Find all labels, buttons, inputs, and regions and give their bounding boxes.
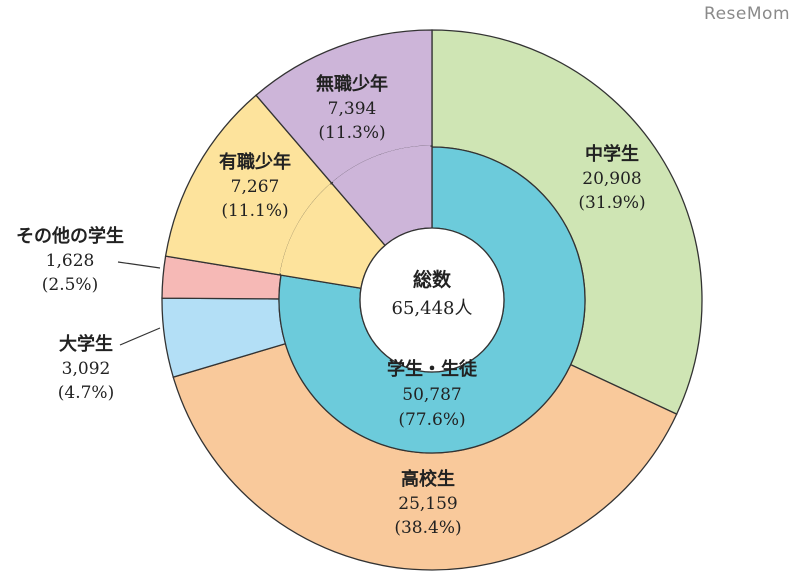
label-dai-name: 大学生 [59,333,113,355]
label-yushoku-name: 有職少年 [219,151,291,173]
label-other-pct: (2.5%) [42,275,98,295]
label-other-name: その他の学生 [16,225,124,247]
label-mushoku-value: 7,394 [328,99,377,119]
label-dai-pct: (4.7%) [58,383,114,403]
center-circle [359,227,505,373]
label-mushoku-name: 無職少年 [316,73,388,95]
label-other-value: 1,628 [46,251,95,271]
label-dai-value: 3,092 [62,359,111,379]
leader-line-dai [119,327,161,346]
label-kou-name: 高校生 [401,468,455,490]
label-chu-pct: (31.9%) [578,193,645,213]
watermark-logo: ReseMom [704,4,790,24]
label-yushoku-pct: (11.1%) [221,201,288,221]
label-kou-value: 25,159 [398,494,457,514]
ring-join-yushoku [279,183,333,274]
label-yushoku-value: 7,267 [231,177,280,197]
label-mushoku-pct: (11.3%) [318,123,385,143]
leader-line-other [117,261,161,269]
ring-join-mushoku [332,145,431,185]
label-chu-name: 中学生 [585,143,639,165]
label-gakusei-pct: (77.6%) [398,410,465,430]
center-label-value: 65,448人 [392,298,473,319]
label-kou-pct: (38.4%) [394,518,461,538]
label-gakusei-name: 学生・生徒 [387,358,478,380]
label-gakusei-value: 50,787 [402,385,461,405]
label-chu-value: 20,908 [582,169,641,189]
center-label-name: 総数 [413,268,452,291]
